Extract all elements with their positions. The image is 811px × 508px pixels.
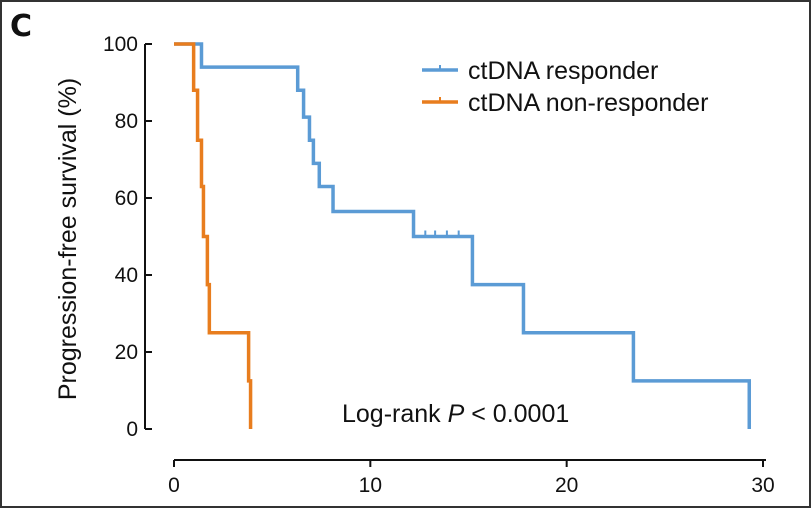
annotation-prefix: Log-rank [342,400,448,428]
y-tick-label: 60 [115,187,138,210]
legend: ctDNA responder ctDNA non-responder [422,57,708,117]
series-line-2 [174,42,253,429]
annotation-suffix: < 0.0001 [464,400,569,428]
log-rank-annotation: Log-rank P < 0.0001 [342,400,569,428]
y-tick-label: 20 [115,341,138,364]
y-tick-label: 0 [126,418,138,441]
x-tick-label: 20 [555,474,578,497]
y-axis-title-group: Progression-free survival (%) [54,78,82,400]
legend-label-1: ctDNA responder [468,57,658,85]
axes [144,44,766,461]
panel-label: C [10,9,32,44]
y-tick-label: 100 [103,33,138,56]
annotation-p: P [448,400,465,428]
x-tick-label: 0 [168,474,180,497]
series-line-1 [174,42,752,429]
y-tick-label: 40 [115,264,138,287]
x-tick-label: 30 [751,474,774,497]
legend-label-2: ctDNA non-responder [468,89,708,117]
y-tick-label: 80 [115,110,138,133]
series-layer [174,42,752,429]
y-axis-title: Progression-free survival (%) [54,78,82,400]
ticks: 0 20 40 60 80 100 0 10 20 30 [103,33,775,497]
x-tick-label: 10 [359,474,382,497]
